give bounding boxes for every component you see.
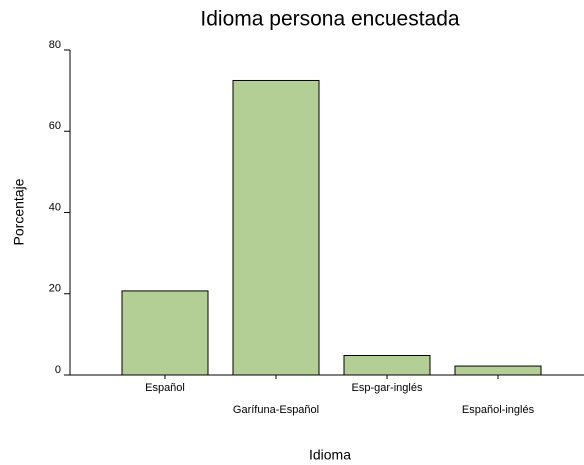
- bar: [232, 79, 320, 376]
- y-tick-label: 0: [55, 364, 61, 376]
- x-tick-label: Español-inglés: [462, 404, 535, 416]
- y-tick-label: 80: [49, 39, 61, 51]
- x-tick-label: Garífuna-Español: [233, 404, 319, 416]
- x-tick-label: Esp-gar-inglés: [352, 382, 423, 394]
- y-axis-label: Porcentaje: [11, 178, 27, 245]
- y-tick-label: 20: [49, 283, 61, 295]
- bar: [121, 290, 209, 376]
- y-tick-label: 60: [49, 120, 61, 132]
- chart-title: Idioma persona encuestada: [200, 8, 459, 31]
- y-tick-label: 40: [49, 201, 61, 213]
- x-axis-label: Idioma: [309, 447, 351, 463]
- x-tick-label: Español: [145, 382, 185, 394]
- bar: [343, 355, 431, 376]
- bar: [454, 365, 542, 376]
